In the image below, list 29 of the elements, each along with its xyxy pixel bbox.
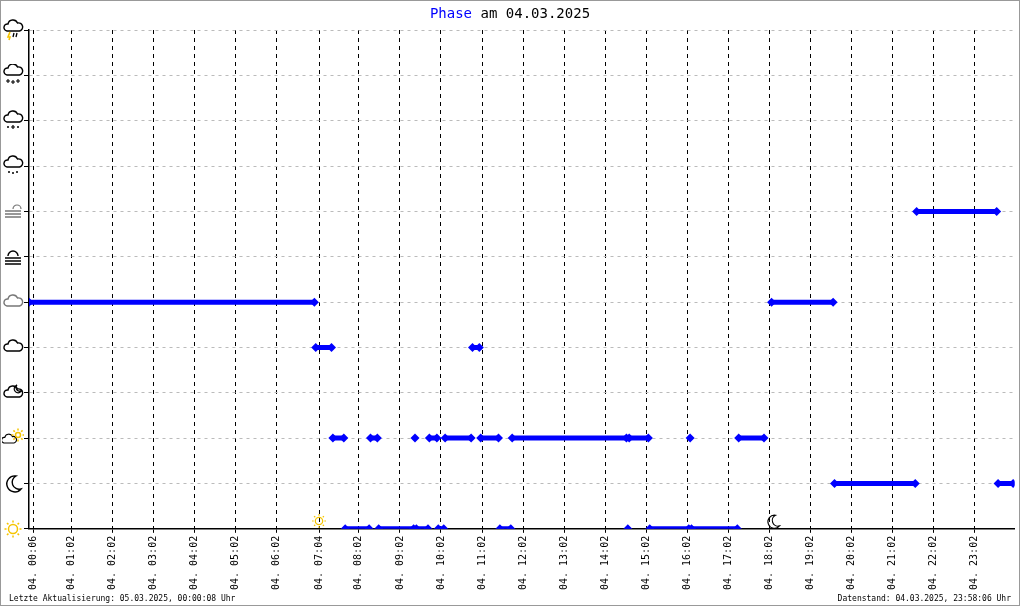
x-tick-label: 04. 16:02 bbox=[680, 535, 692, 590]
x-tick-label: 04. 01:02 bbox=[65, 535, 77, 590]
x-tick-label: 04. 21:02 bbox=[886, 535, 898, 590]
x-tick-label: 04. 22:02 bbox=[927, 535, 939, 590]
x-tick-label: 04. 03:02 bbox=[147, 535, 159, 590]
x-tick-label: 04. 07:04 bbox=[312, 535, 324, 590]
x-tick-label: 04. 00:06 bbox=[26, 535, 38, 590]
x-tick-label: 04. 06:02 bbox=[270, 535, 282, 590]
x-tick-label: 04. 04:02 bbox=[188, 535, 200, 590]
x-tick-label: 04. 09:02 bbox=[393, 535, 405, 590]
x-tick-label: 04. 13:02 bbox=[557, 535, 569, 590]
x-tick-label: 04. 14:02 bbox=[598, 535, 610, 590]
point bbox=[410, 433, 420, 443]
x-tick-label: 04. 10:02 bbox=[434, 535, 446, 590]
text: Letzte Aktualisierung: 05.03.2025, 00:00:08 Uhr bbox=[9, 594, 236, 603]
x-tick-label: 04. 18:02 bbox=[763, 535, 775, 590]
x-tick-label: 04. 12:02 bbox=[516, 535, 528, 590]
x-tick-label: 04. 19:02 bbox=[804, 535, 816, 590]
text: Datenstand: 04.03.2025, 23:58:06 Uhr bbox=[837, 594, 1011, 603]
x-tick-label: 04. 15:02 bbox=[639, 535, 651, 590]
x-tick-label: 04. 08:02 bbox=[352, 535, 364, 590]
chart-title: Phase am 04.03.2025 bbox=[429, 5, 591, 21]
x-tick-label: 04. 11:02 bbox=[475, 535, 487, 590]
x-tick-label: 04. 17:02 bbox=[722, 535, 734, 590]
point bbox=[685, 433, 695, 443]
x-tick-label: 04. 20:02 bbox=[845, 535, 857, 590]
x-tick-label: 04. 05:02 bbox=[229, 535, 241, 590]
x-tick-label: 04. 23:02 bbox=[968, 535, 980, 590]
x-tick-label: 04. 02:02 bbox=[106, 535, 118, 590]
